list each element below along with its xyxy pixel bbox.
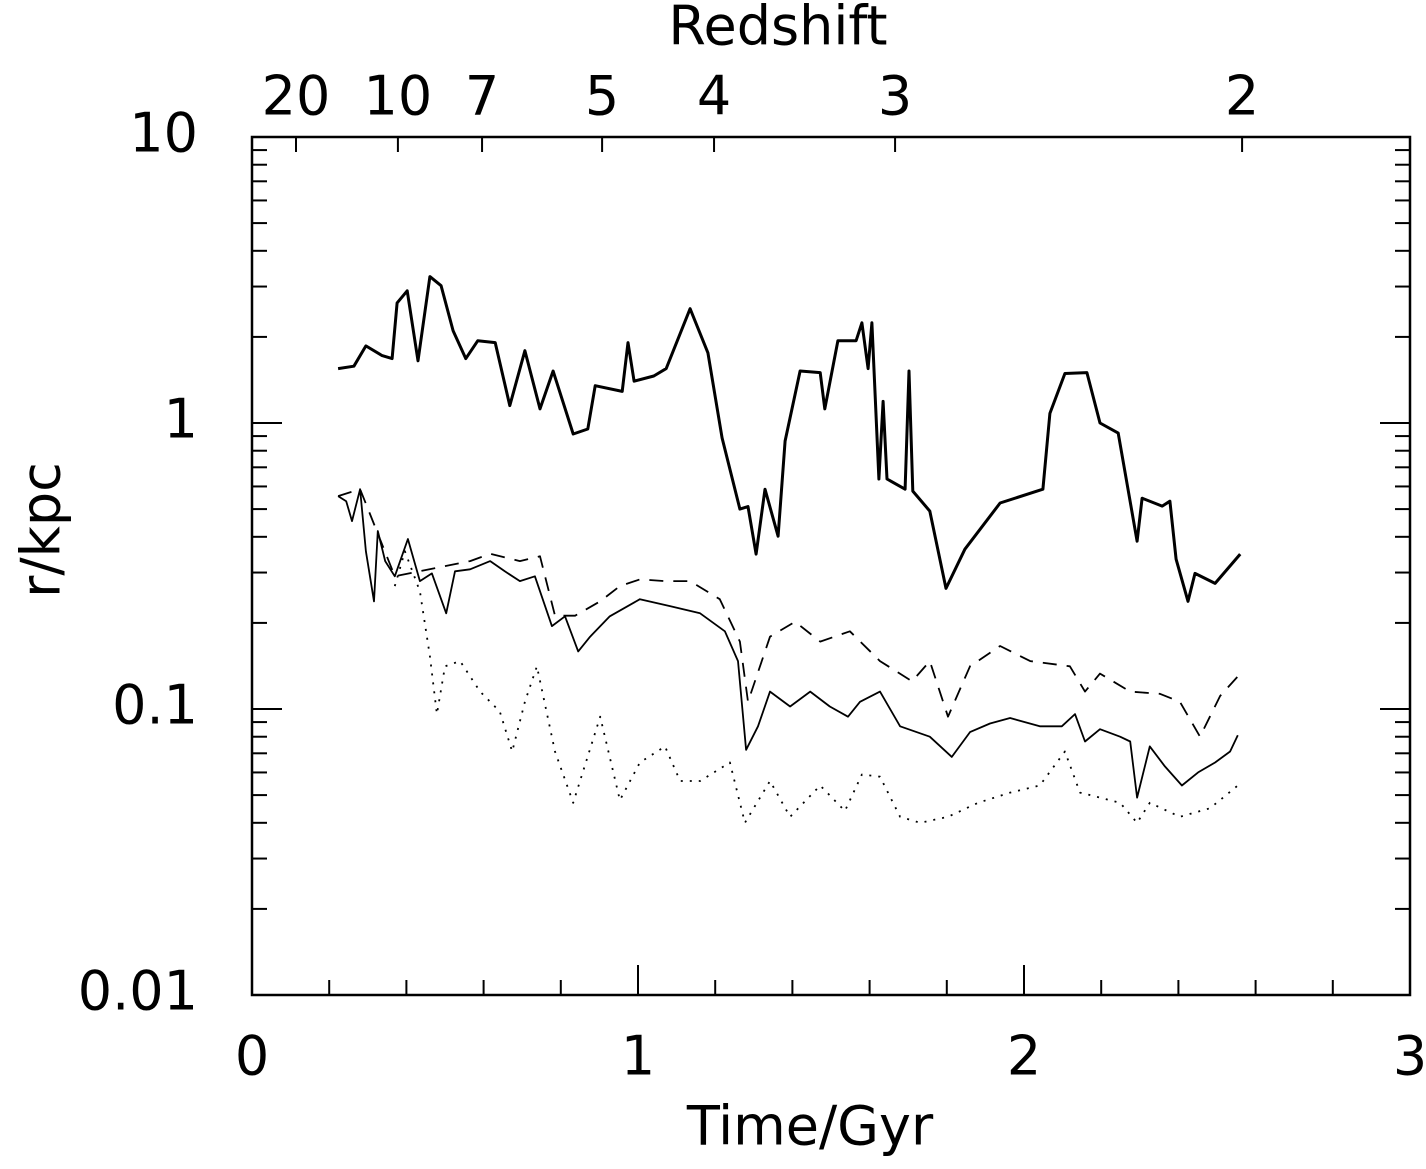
x-tick-label: 1 <box>621 1025 655 1088</box>
x2-tick-label: 4 <box>697 65 731 128</box>
x2-tick-label: 2 <box>1225 65 1259 128</box>
x2-tick-label: 3 <box>878 65 912 128</box>
y-tick-label: 0.1 <box>112 674 198 737</box>
x-axis-title: Time/Gyr <box>686 1095 934 1158</box>
plot-frame <box>250 135 1412 997</box>
y-tick-label: 10 <box>129 102 198 165</box>
y-tick-label: 1 <box>164 388 198 451</box>
line <box>337 488 1239 738</box>
line <box>337 275 1242 603</box>
x2-axis-title: Redshift <box>668 0 887 58</box>
x2-tick-label: 5 <box>585 65 619 128</box>
line <box>393 550 1239 824</box>
x2-tick-label: 20 <box>262 65 331 128</box>
x-tick-label: 3 <box>1393 1025 1426 1088</box>
x-tick-label: 0 <box>235 1025 269 1088</box>
line <box>337 488 1239 799</box>
y-axis-title: r/kpc <box>10 462 73 598</box>
y-tick-label: 0.01 <box>78 960 198 1023</box>
x-tick-label: 2 <box>1007 1025 1041 1088</box>
x2-tick-label: 7 <box>465 65 499 128</box>
x2-tick-label: 10 <box>364 65 433 128</box>
